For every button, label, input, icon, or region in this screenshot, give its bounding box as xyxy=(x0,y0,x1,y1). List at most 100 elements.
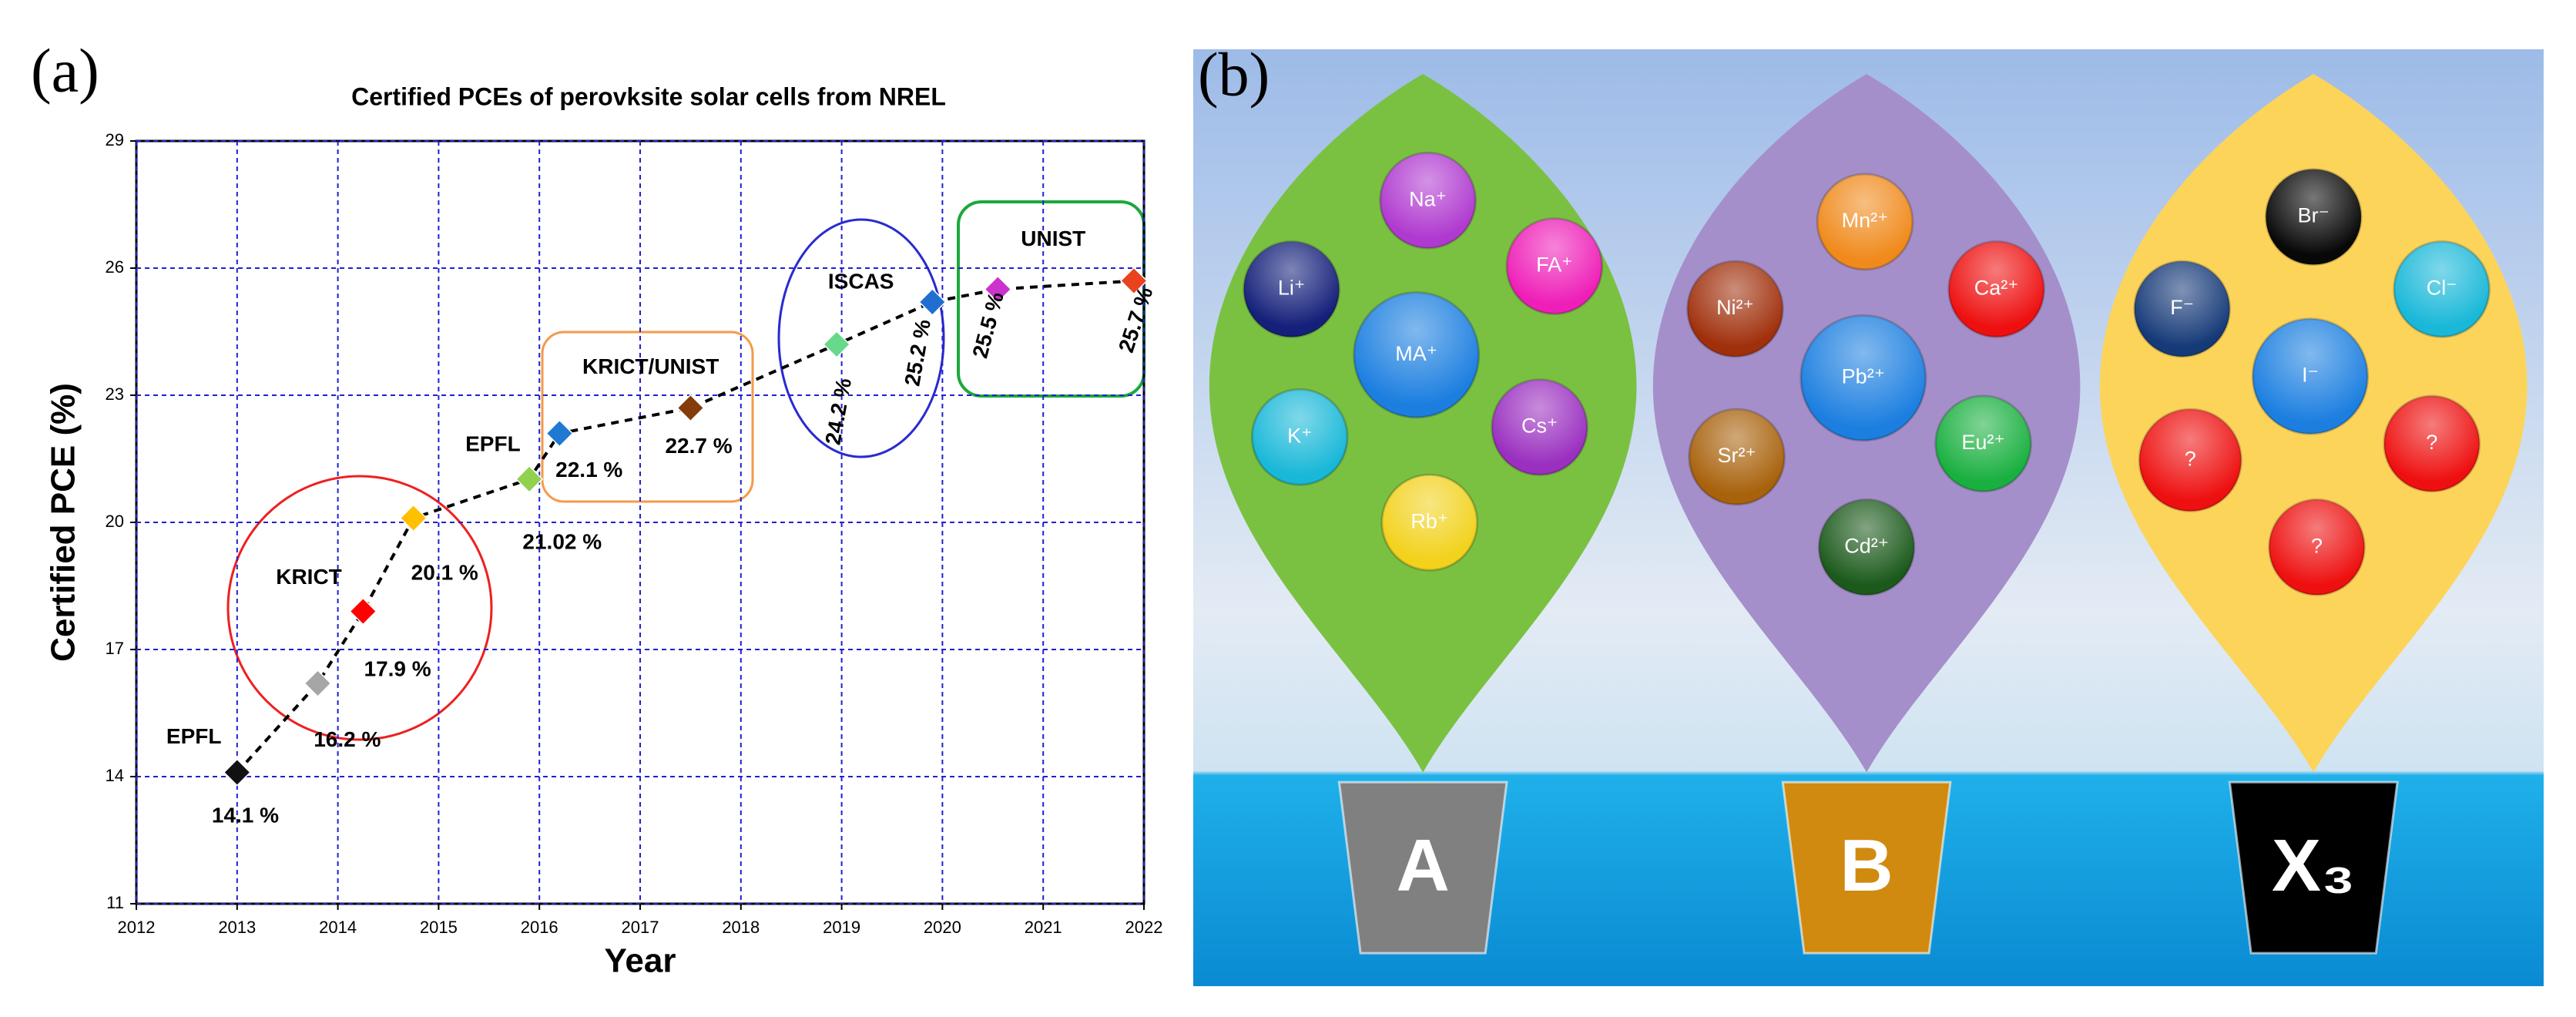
highlight-circle xyxy=(226,475,493,741)
x-tick-label: 2014 xyxy=(319,918,357,937)
ion-label: Pb²⁺ xyxy=(1842,365,1885,388)
bucket-label: B xyxy=(1840,824,1893,907)
x-tick-label: 2017 xyxy=(622,918,659,937)
value-label: 25.5 % xyxy=(968,290,1008,361)
x-tick-label: 2019 xyxy=(823,918,860,937)
ion-label: Ca²⁺ xyxy=(1974,277,2019,300)
annotation: EPFL xyxy=(166,724,222,748)
ion-gloss xyxy=(1687,261,1783,357)
ion-gloss xyxy=(1935,396,2031,492)
x-axis-label: Year xyxy=(605,942,676,980)
x-tick-label: 2022 xyxy=(1125,918,1163,937)
annotation: UNIST xyxy=(1021,227,1085,250)
y-tick-label: 29 xyxy=(106,130,124,149)
x-tick-label: 2012 xyxy=(118,918,156,937)
data-point xyxy=(399,504,428,532)
panel-label: (b) xyxy=(1198,41,1270,109)
data-point xyxy=(223,758,251,787)
ion-label: MA⁺ xyxy=(1395,342,1437,365)
ion-gloss xyxy=(1689,409,1785,505)
ion-label: Cd²⁺ xyxy=(1844,534,1889,557)
ion-label: Eu²⁺ xyxy=(1961,431,2004,454)
annotation: EPFL xyxy=(465,431,521,455)
bucket xyxy=(1337,780,1508,955)
ion-gloss xyxy=(1506,218,1602,314)
ion-gloss xyxy=(2134,261,2230,357)
ion-label: Cl⁻ xyxy=(2427,277,2457,300)
panel-label: (a) xyxy=(31,37,99,105)
ion-gloss xyxy=(2383,396,2480,492)
bucket-label: X₃ xyxy=(2272,824,2355,907)
x-tick-label: 2021 xyxy=(1025,918,1062,937)
ion-gloss xyxy=(1819,499,1914,596)
value-label: 25.7 % xyxy=(1114,284,1157,356)
ion-label: ? xyxy=(2426,431,2437,454)
ion-gloss xyxy=(1817,174,1913,270)
highlight-ellipse xyxy=(777,218,945,458)
ion-label: FA⁺ xyxy=(1536,253,1572,277)
bucket xyxy=(1781,780,1952,955)
value-label: 17.9 % xyxy=(364,657,431,681)
data-point xyxy=(515,465,544,493)
ion-gloss xyxy=(1243,241,1340,337)
y-tick-label: 26 xyxy=(106,257,124,277)
ion-gloss xyxy=(1381,475,1478,571)
ion-label: Mn²⁺ xyxy=(1842,209,1889,232)
ion-label: Br⁻ xyxy=(2298,204,2329,227)
value-label: 16.2 % xyxy=(314,727,381,751)
y-tick-label: 11 xyxy=(106,893,124,912)
ion-label: Cs⁺ xyxy=(1521,415,1558,438)
ion-gloss xyxy=(2393,241,2490,337)
ion-label: Ni²⁺ xyxy=(1716,296,1754,319)
value-label: 22.1 % xyxy=(555,458,622,482)
ion-gloss xyxy=(2269,499,2365,596)
ion-label: Li⁺ xyxy=(1278,277,1305,300)
value-label: 21.02 % xyxy=(522,529,602,553)
bucket xyxy=(2228,780,2399,955)
x-tick-label: 2013 xyxy=(218,918,256,937)
ion-label: F⁻ xyxy=(2170,296,2194,319)
data-point xyxy=(349,597,377,626)
value-label: 14.1 % xyxy=(212,803,279,827)
x-tick-label: 2015 xyxy=(420,918,458,937)
y-tick-label: 20 xyxy=(106,512,124,531)
value-label: 22.7 % xyxy=(665,434,732,458)
annotation: KRICT xyxy=(276,565,342,589)
x-tick-label: 2020 xyxy=(924,918,961,937)
value-label: 25.2 % xyxy=(900,317,935,388)
annotation: KRICT/UNIST xyxy=(582,354,719,378)
data-point xyxy=(1119,267,1148,295)
ion-gloss xyxy=(2266,169,2362,265)
ion-gloss xyxy=(2252,318,2368,435)
ion-gloss xyxy=(1353,292,1479,418)
value-label: 24.2 % xyxy=(820,376,856,446)
ion-gloss xyxy=(1800,315,1926,441)
data-point xyxy=(822,330,851,359)
ion-gloss xyxy=(1252,389,1348,485)
data-point xyxy=(984,275,1012,304)
data-point xyxy=(545,419,574,448)
bucket-label: A xyxy=(1397,824,1450,907)
x-tick-label: 2018 xyxy=(722,918,760,937)
ion-label: Rb⁺ xyxy=(1410,509,1448,532)
y-tick-label: 14 xyxy=(106,766,124,785)
ion-label: ? xyxy=(2185,447,2196,470)
value-label: 20.1 % xyxy=(411,560,478,584)
y-tick-label: 23 xyxy=(106,384,124,404)
ion-gloss xyxy=(1380,153,1476,249)
y-axis-label: Certified PCE (%) xyxy=(45,383,82,662)
ion-label: Sr²⁺ xyxy=(1717,444,1756,467)
ion-gloss xyxy=(1491,379,1588,475)
chart-title: Certified PCEs of perovksite solar cells… xyxy=(351,82,946,110)
ion-label: ? xyxy=(2311,534,2323,557)
data-point xyxy=(918,287,947,317)
ion-label: Na⁺ xyxy=(1409,187,1447,210)
data-point xyxy=(304,669,332,698)
x-tick-label: 2016 xyxy=(521,918,558,937)
data-point xyxy=(676,394,705,422)
ion-label: K⁺ xyxy=(1287,425,1312,448)
ion-label: I⁻ xyxy=(2302,364,2319,387)
ion-gloss xyxy=(1948,241,2044,337)
